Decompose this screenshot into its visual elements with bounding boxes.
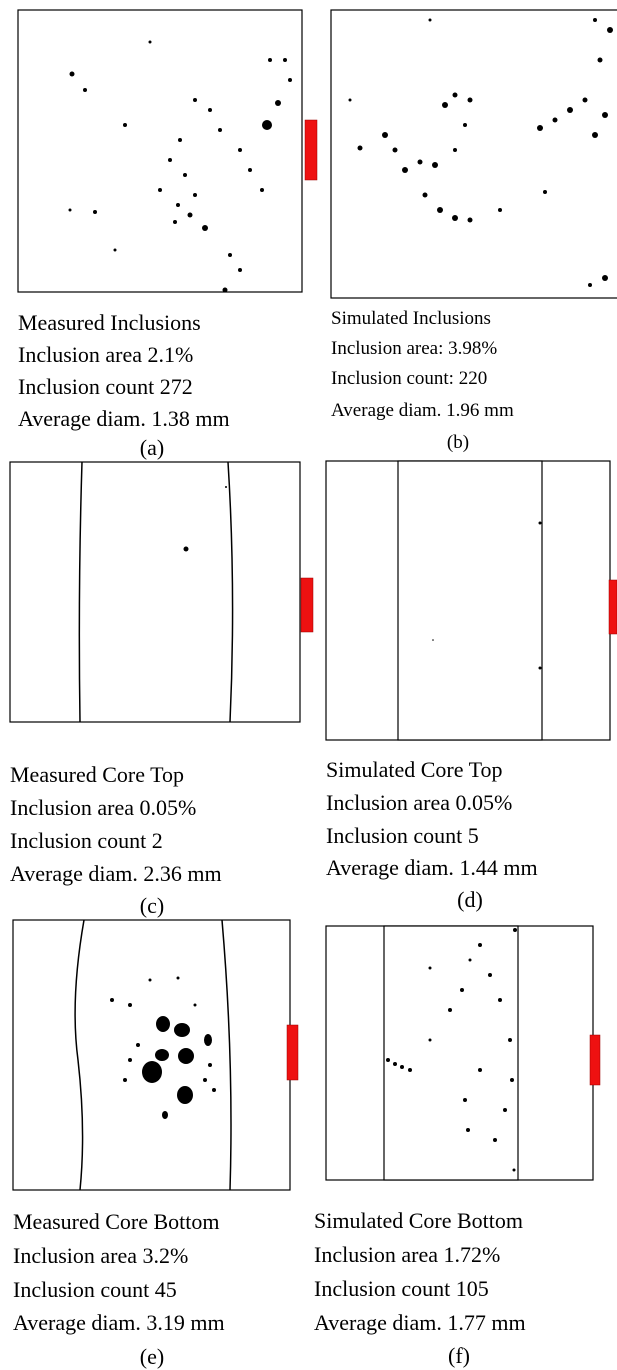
panel-line: Inclusion count: 220 <box>331 368 487 389</box>
panel-e-image <box>13 920 298 1190</box>
panel-title: Simulated Core Bottom <box>314 1208 523 1233</box>
panel-title: Measured Core Bottom <box>13 1209 220 1234</box>
panel-f-image <box>326 926 600 1180</box>
panel-line: Inclusion area 1.72% <box>314 1242 500 1267</box>
panel-label: (f) <box>448 1343 470 1368</box>
panel-line: Inclusion count 105 <box>314 1276 489 1301</box>
panel-label: (d) <box>457 887 483 912</box>
panel-title: Simulated Core Top <box>326 757 502 782</box>
panel-label: (e) <box>140 1344 164 1369</box>
figure: Measured Inclusions Inclusion area 2.1% … <box>0 0 617 1370</box>
panel-title: Simulated Inclusions <box>331 308 491 329</box>
panel-line: Inclusion count 2 <box>10 828 163 853</box>
panel-line: Inclusion count 272 <box>18 374 193 399</box>
panel-line: Average diam. 1.38 mm <box>18 406 230 431</box>
panel-label: (a) <box>140 435 164 460</box>
panel-line: Average diam. 1.77 mm <box>314 1310 526 1335</box>
panel-line: Inclusion area: 3.98% <box>331 338 497 359</box>
panel-line: Average diam. 1.96 mm <box>331 400 514 421</box>
panel-line: Average diam. 3.19 mm <box>13 1310 225 1335</box>
panel-label: (b) <box>447 432 469 453</box>
panel-line: Average diam. 2.36 mm <box>10 861 222 886</box>
panel-line: Inclusion area 3.2% <box>13 1243 188 1268</box>
panel-line: Inclusion area 0.05% <box>10 795 196 820</box>
panel-line: Average diam. 1.44 mm <box>326 855 538 880</box>
panel-c-image <box>10 462 313 722</box>
panel-b-image <box>331 10 617 298</box>
panel-line: Inclusion count 45 <box>13 1277 177 1302</box>
panel-line: Inclusion area 0.05% <box>326 790 512 815</box>
panel-label: (c) <box>140 893 164 918</box>
panel-line: Inclusion count 5 <box>326 823 479 848</box>
panel-title: Measured Inclusions <box>18 310 201 335</box>
panel-line: Inclusion area 2.1% <box>18 342 193 367</box>
panel-d-image <box>326 461 617 740</box>
panel-title: Measured Core Top <box>10 762 184 787</box>
panel-a-image <box>18 10 317 293</box>
